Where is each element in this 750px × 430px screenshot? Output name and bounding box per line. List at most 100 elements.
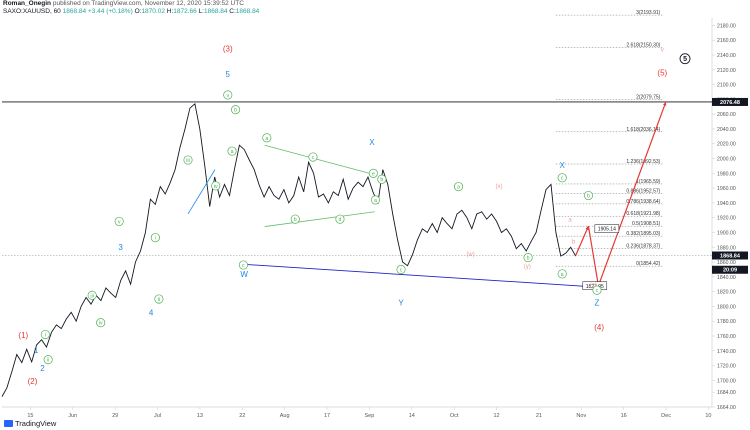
brand-text: TradingView <box>15 419 57 428</box>
wave-circle <box>262 133 272 143</box>
wave-circle <box>453 182 464 192</box>
x-tick-label: Nov <box>576 413 586 419</box>
wave-label: (w) <box>466 252 474 258</box>
y-tick-label: 1800.00 <box>717 304 736 310</box>
axis-badge <box>712 265 748 274</box>
wave-circle <box>377 174 387 184</box>
wave-label: (x) <box>496 184 503 190</box>
circled-five-label: 5 <box>683 56 687 63</box>
y-tick-label: 2120.00 <box>717 68 736 74</box>
wave-circle <box>223 90 233 100</box>
wave-circle <box>40 329 50 340</box>
y-tick-label: 1684.00 <box>717 390 736 396</box>
close-value: 1868.84 <box>235 8 260 15</box>
wave-circle <box>557 269 567 279</box>
y-tick-label: 1740.00 <box>717 349 736 355</box>
wave-circle <box>150 233 160 243</box>
wave-label: Y <box>398 299 404 308</box>
wave-circle-label: i <box>45 333 46 339</box>
y-tick-label: 2020.00 <box>717 142 736 148</box>
wave-label: W <box>240 270 248 279</box>
wave-circle <box>335 214 345 224</box>
x-tick-label: Dec <box>661 413 671 419</box>
x-tick-label: 21 <box>536 413 542 419</box>
wave-label: X <box>369 138 375 147</box>
wave-circle-label: a <box>231 149 234 155</box>
wave-circle-label: b <box>234 108 237 114</box>
wave-circle-label: iii <box>186 158 189 164</box>
wave-circle-label: a <box>457 185 460 191</box>
wave-label: (4) <box>594 323 604 332</box>
wave-circle-label: c <box>561 176 564 182</box>
wave-circle <box>308 152 318 162</box>
x-tick-label: 13 <box>197 413 203 419</box>
x-tick-label: 12 <box>493 413 499 419</box>
wave-circle <box>238 260 248 270</box>
y-tick-label: 2060.00 <box>717 112 736 118</box>
axis-badge-label: 1868.84 <box>720 254 741 260</box>
x-tick-label: Jun <box>68 413 77 419</box>
wave-circle <box>290 214 300 224</box>
tradingview-logo-icon <box>4 420 13 427</box>
wave-circle-label: c <box>242 263 245 269</box>
fib-level-label: 0.382(1895.03) <box>626 231 660 237</box>
wave-circle <box>396 264 406 274</box>
y-tick-label: 1920.00 <box>717 216 736 222</box>
wave-label: (2) <box>28 377 38 386</box>
wave-circle-label: d <box>339 217 342 223</box>
wave-circle-label: v <box>118 219 121 225</box>
y-tick-label: 1780.00 <box>717 319 736 325</box>
low-value: 1868.84 <box>203 8 228 15</box>
y-tick-label: 1860.00 <box>717 260 736 266</box>
x-tick-label: 29 <box>112 413 118 419</box>
y-tick-label: 1960.00 <box>717 186 736 192</box>
wave-label: 5 <box>226 70 231 79</box>
x-tick-label: 17 <box>324 413 330 419</box>
y-tick-label: 1980.00 <box>717 171 736 177</box>
y-tick-label: 1720.00 <box>717 364 736 370</box>
y-tick-label: 1900.00 <box>717 230 736 236</box>
x-tick-label: Sep <box>365 413 375 419</box>
wave-circle <box>96 318 106 328</box>
open-value: 1870.02 <box>141 8 165 15</box>
wave-circle-label: b <box>380 177 383 183</box>
wave-circle-label: c <box>312 155 315 161</box>
x-tick-label: 15 <box>27 413 33 419</box>
y-tick-label: 1940.00 <box>717 201 736 207</box>
wave-circle <box>211 181 221 191</box>
wave-circle <box>154 294 164 304</box>
axis-badge-label: 2076.48 <box>720 100 740 106</box>
projection-segment <box>575 225 590 256</box>
price-box <box>594 224 620 233</box>
wave-circle <box>592 285 602 295</box>
lower-channel-line <box>243 263 599 288</box>
wave-circle <box>583 190 594 201</box>
price-box-label: 1905.14 <box>598 227 616 233</box>
x-tick-label: Oct <box>450 413 459 419</box>
axis-badge <box>712 251 748 260</box>
x-tick-label: 14 <box>409 413 415 419</box>
triangle-upper-line <box>264 144 375 176</box>
x-tick-label: Aug <box>280 413 290 419</box>
y-tick-label: 1664.00 <box>717 405 736 411</box>
ohlc-line: SAXO:XAUUSD, 60 1868.84 +3.44 (+0.18%) O… <box>3 8 260 15</box>
wave-circle-label: i <box>155 236 156 242</box>
projection-arrowhead <box>662 101 667 106</box>
y-tick-label: 2100.00 <box>717 83 736 89</box>
wave-circle <box>183 155 193 165</box>
wave-circle <box>557 173 567 183</box>
circled-five <box>679 53 691 65</box>
fib-level-label: 2(2079.75) <box>636 95 661 101</box>
fib-level-label: 0(1854.42) <box>636 261 661 267</box>
wave-circle-label: e <box>372 171 375 177</box>
wave-circle-label: ii <box>158 297 160 303</box>
wave-circle-label: a <box>374 198 377 204</box>
high-value: 1872.66 <box>173 8 197 15</box>
fib-level-label: 0.886(1952.57) <box>626 189 660 195</box>
fib-level-label: 0.236(1878.37) <box>626 243 660 249</box>
symbol-label: SAXO:XAUUSD, 60 <box>3 8 61 15</box>
wave-label: (y) <box>524 264 531 270</box>
wave-label: 1 <box>34 346 39 355</box>
author-line: Roman_Onegin published on TradingView.co… <box>3 0 244 7</box>
